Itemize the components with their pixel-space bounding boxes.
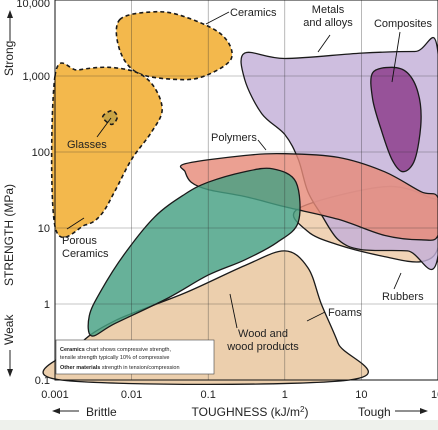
x-arrow-right-label: Tough	[358, 405, 391, 419]
region-porous-ceramics	[50, 62, 163, 239]
y-tick-label: 100	[32, 147, 50, 159]
x-arrow-left-icon	[52, 408, 60, 414]
x-tick-label: 10	[355, 389, 367, 401]
leader-ceramics	[205, 11, 230, 25]
leader-metals-and-alloys	[317, 34, 331, 53]
x-arrow-left-label: Brittle	[86, 405, 117, 419]
y-tick-label: 10,000	[16, 0, 50, 10]
label-ceramics: Ceramics	[230, 7, 277, 19]
leader-composites	[391, 31, 401, 83]
label-foams: Foams	[328, 307, 362, 319]
y-tick-label: 1,000	[22, 71, 50, 83]
y-arrow-top-label: Strong	[2, 41, 16, 76]
leader-porous-ceramics	[66, 217, 85, 230]
note-line1-bold: Ceramics	[60, 347, 85, 353]
leader-polymers	[257, 139, 267, 151]
leader-lines	[66, 11, 402, 329]
region-composites	[370, 66, 422, 173]
x-tick-label: 0.01	[121, 389, 142, 401]
note-line2: tensile strength typically 10% of compre…	[60, 355, 169, 361]
y-axis-label: STRENGTH (MPa)	[2, 184, 16, 286]
x-axis-label: TOUGHNESS (kJ/m2)	[192, 405, 309, 420]
plot-frame	[54, 0, 438, 381]
tick-labels: 0.001 0.01 0.1 1 10 100 0.1 1 10 100 1,000 10,000	[16, 0, 438, 401]
x-tick-label: 0.1	[201, 389, 216, 401]
x-tick-label: 1	[282, 389, 288, 401]
region-ceramics	[115, 10, 233, 81]
note-line1: chart shows compressive strength,	[85, 347, 172, 353]
label-porous-ceramics: Porous Ceramics	[62, 235, 109, 260]
region-labels: Foams Rubbers Metals and alloys Composites Po…	[62, 4, 433, 353]
svg-text:Ceramics chart shows compressi: Ceramics chart shows compressive strengt…	[60, 347, 171, 353]
svg-text:Other materials strength in te: Other materials strength in tension/comp…	[60, 365, 180, 371]
chart-note: Ceramics chart shows compressive strengt…	[55, 339, 215, 375]
x-tick-label: 100	[431, 389, 438, 401]
label-polymers: Polymers	[211, 132, 257, 144]
label-glasses: Glasses	[67, 139, 107, 151]
label-wood-and-wood-products: Wood and wood products	[226, 328, 299, 353]
label-metals-and-alloys: Metals and alloys	[303, 4, 353, 29]
y-arrow-up-icon	[7, 10, 13, 18]
leader-wood-and-wood-products	[229, 293, 238, 329]
y-tick-label: 1	[44, 299, 50, 311]
leader-rubbers	[393, 272, 402, 290]
x-tick-label: 0.001	[41, 389, 69, 401]
region-wood-and-wood-products	[87, 167, 301, 337]
y-tick-label: 0.1	[35, 375, 50, 387]
region-glasses	[101, 109, 119, 126]
leader-glasses	[96, 117, 112, 138]
y-tick-label: 10	[38, 223, 50, 235]
label-rubbers: Rubbers	[382, 291, 424, 303]
bottom-band	[0, 420, 438, 430]
y-arrow-down-icon	[7, 369, 13, 377]
label-composites: Composites	[374, 18, 433, 30]
y-arrow-bottom-label: Weak	[2, 314, 16, 345]
grid	[54, 0, 438, 381]
x-arrow-right-icon	[420, 408, 428, 414]
note-line3: strength in tension/compression	[100, 365, 179, 371]
leader-foams	[306, 311, 326, 322]
note-line3-bold: Other materials	[60, 365, 100, 371]
